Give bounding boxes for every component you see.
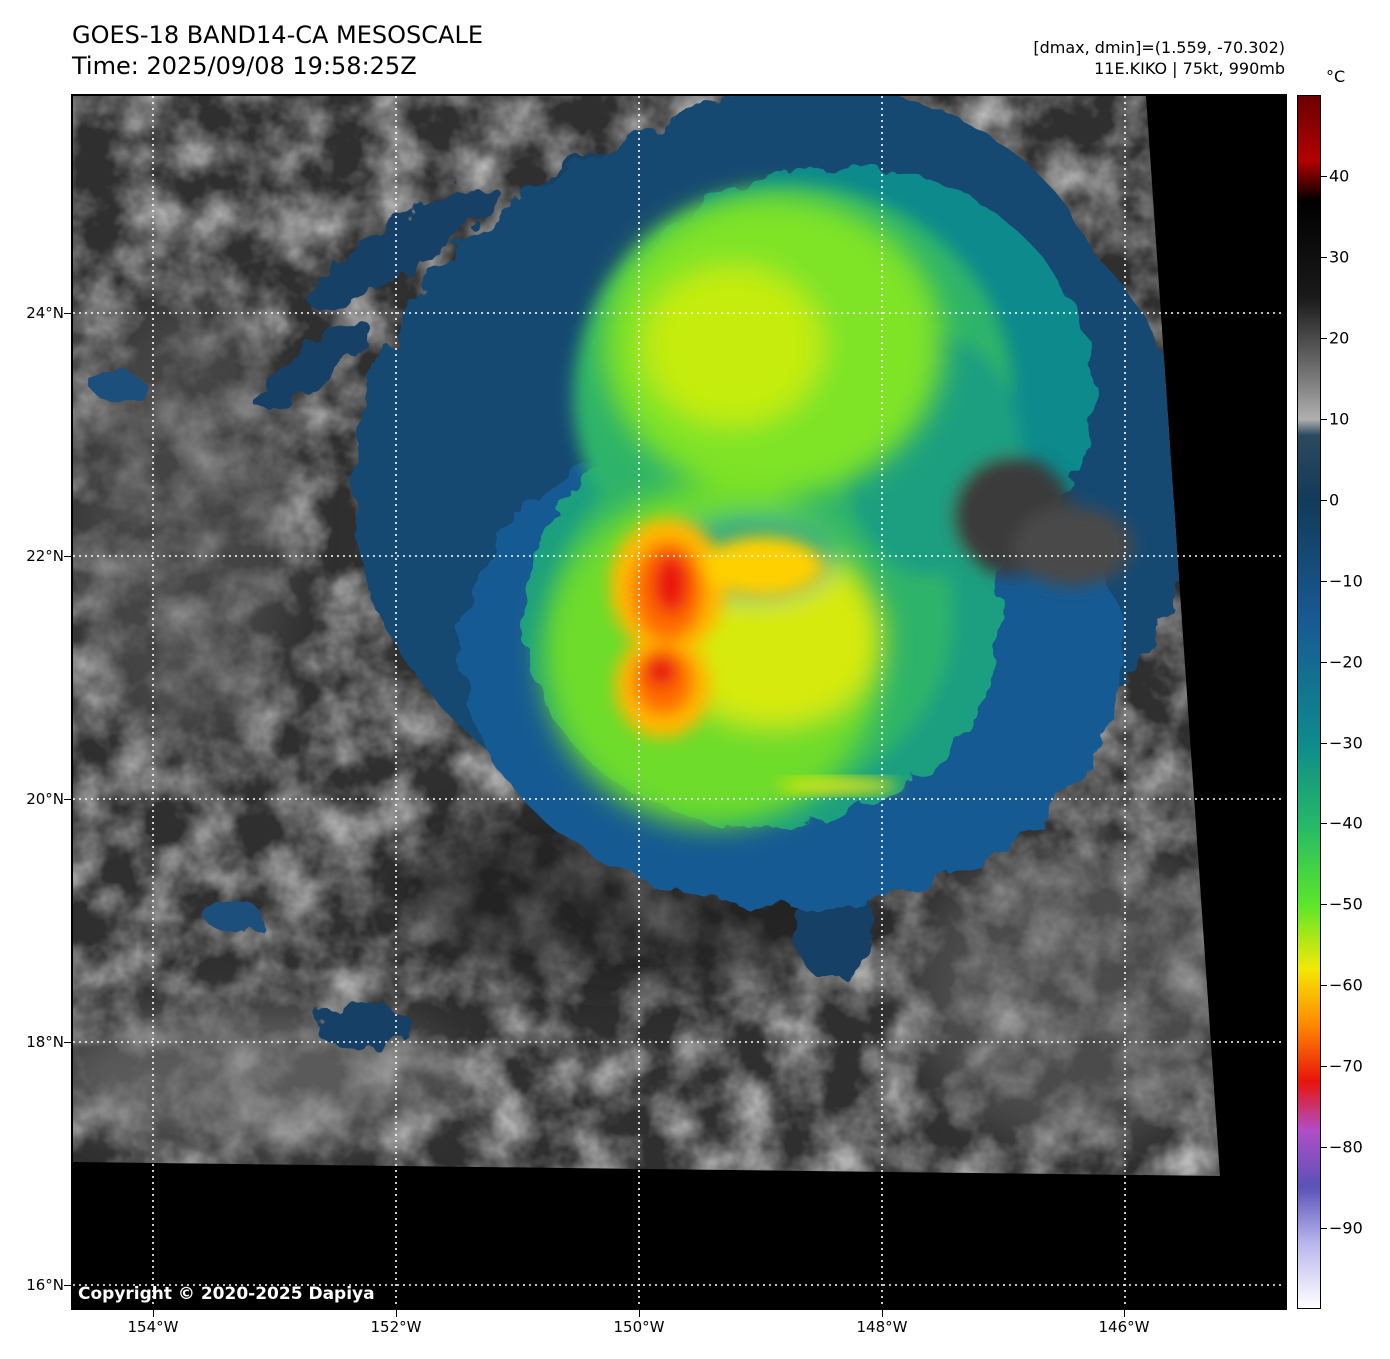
colorbar-tick-label: −40 <box>1329 813 1363 833</box>
colorbar-tick-label: 0 <box>1329 490 1340 510</box>
lon-label-148w: 148°W <box>856 1318 908 1336</box>
colorbar-tick <box>1321 661 1327 663</box>
lon-label-154w: 154°W <box>127 1318 179 1336</box>
colorbar-tick <box>1321 742 1327 744</box>
colorbar-tick <box>1321 256 1327 258</box>
lat-label-22: 22°N <box>26 547 64 565</box>
colorbar-unit: °C <box>1326 67 1346 86</box>
title-line-time: Time: 2025/09/08 19:58:25Z <box>72 52 417 80</box>
lon-label-146w: 146°W <box>1098 1318 1150 1336</box>
colorbar-tick-label: −80 <box>1329 1137 1363 1157</box>
lon-label-150w: 150°W <box>613 1318 665 1336</box>
colorbar-tick-label: −10 <box>1329 571 1363 591</box>
colorbar-tick <box>1321 1066 1327 1068</box>
colorbar-tick <box>1321 985 1327 987</box>
colorbar-tick-label: −70 <box>1329 1056 1363 1076</box>
lon-tick <box>396 1310 397 1317</box>
colorbar-tick-label: −30 <box>1329 733 1363 752</box>
colorbar-tick-label: 20 <box>1329 328 1350 348</box>
colorbar-tick <box>1321 580 1327 582</box>
lat-label-24: 24°N <box>26 304 64 322</box>
colorbar-tick <box>1321 175 1327 177</box>
colorbar-tick-label: 30 <box>1329 247 1350 267</box>
colorbar-tick-label: −60 <box>1329 975 1363 995</box>
copyright-text: Copyright © 2020-2025 Dapiya <box>78 1284 375 1304</box>
colorbar-tick <box>1321 1147 1327 1149</box>
colorbar-tick <box>1321 904 1327 906</box>
colorbar-tick <box>1321 1228 1327 1230</box>
lat-tick <box>64 799 71 800</box>
lat-tick <box>64 1285 71 1286</box>
dmax-dmin-info: [dmax, dmin]=(1.559, -70.302) <box>1033 38 1285 57</box>
lat-tick <box>64 1042 71 1043</box>
lon-label-152w: 152°W <box>370 1318 422 1336</box>
colorbar-tick <box>1321 337 1327 339</box>
lat-tick <box>64 556 71 557</box>
lon-tick <box>153 1310 154 1317</box>
storm-info: 11E.KIKO | 75kt, 990mb <box>1094 59 1285 78</box>
colorbar-tick <box>1321 499 1327 501</box>
lon-tick <box>882 1310 883 1317</box>
colorbar-tick <box>1321 418 1327 420</box>
lon-tick <box>1124 1310 1125 1317</box>
colorbar-tick-label: −20 <box>1329 652 1363 671</box>
lat-label-20: 20°N <box>26 790 64 808</box>
lon-tick <box>639 1310 640 1317</box>
lat-tick <box>64 313 71 314</box>
colorbar-tick <box>1321 823 1327 825</box>
colorbar-tick-label: −90 <box>1329 1218 1363 1238</box>
lat-label-16: 16°N <box>26 1276 64 1294</box>
colorbar <box>1297 95 1321 1309</box>
lat-label-18: 18°N <box>26 1033 64 1051</box>
title-line-satellite: GOES-18 BAND14-CA MESOSCALE <box>72 21 483 49</box>
colorbar-tick-label: 10 <box>1329 409 1350 429</box>
satellite-imagery <box>73 96 1285 1308</box>
satellite-map <box>71 94 1287 1310</box>
colorbar-tick-label: −50 <box>1329 894 1363 914</box>
colorbar-tick-label: 40 <box>1329 166 1350 186</box>
